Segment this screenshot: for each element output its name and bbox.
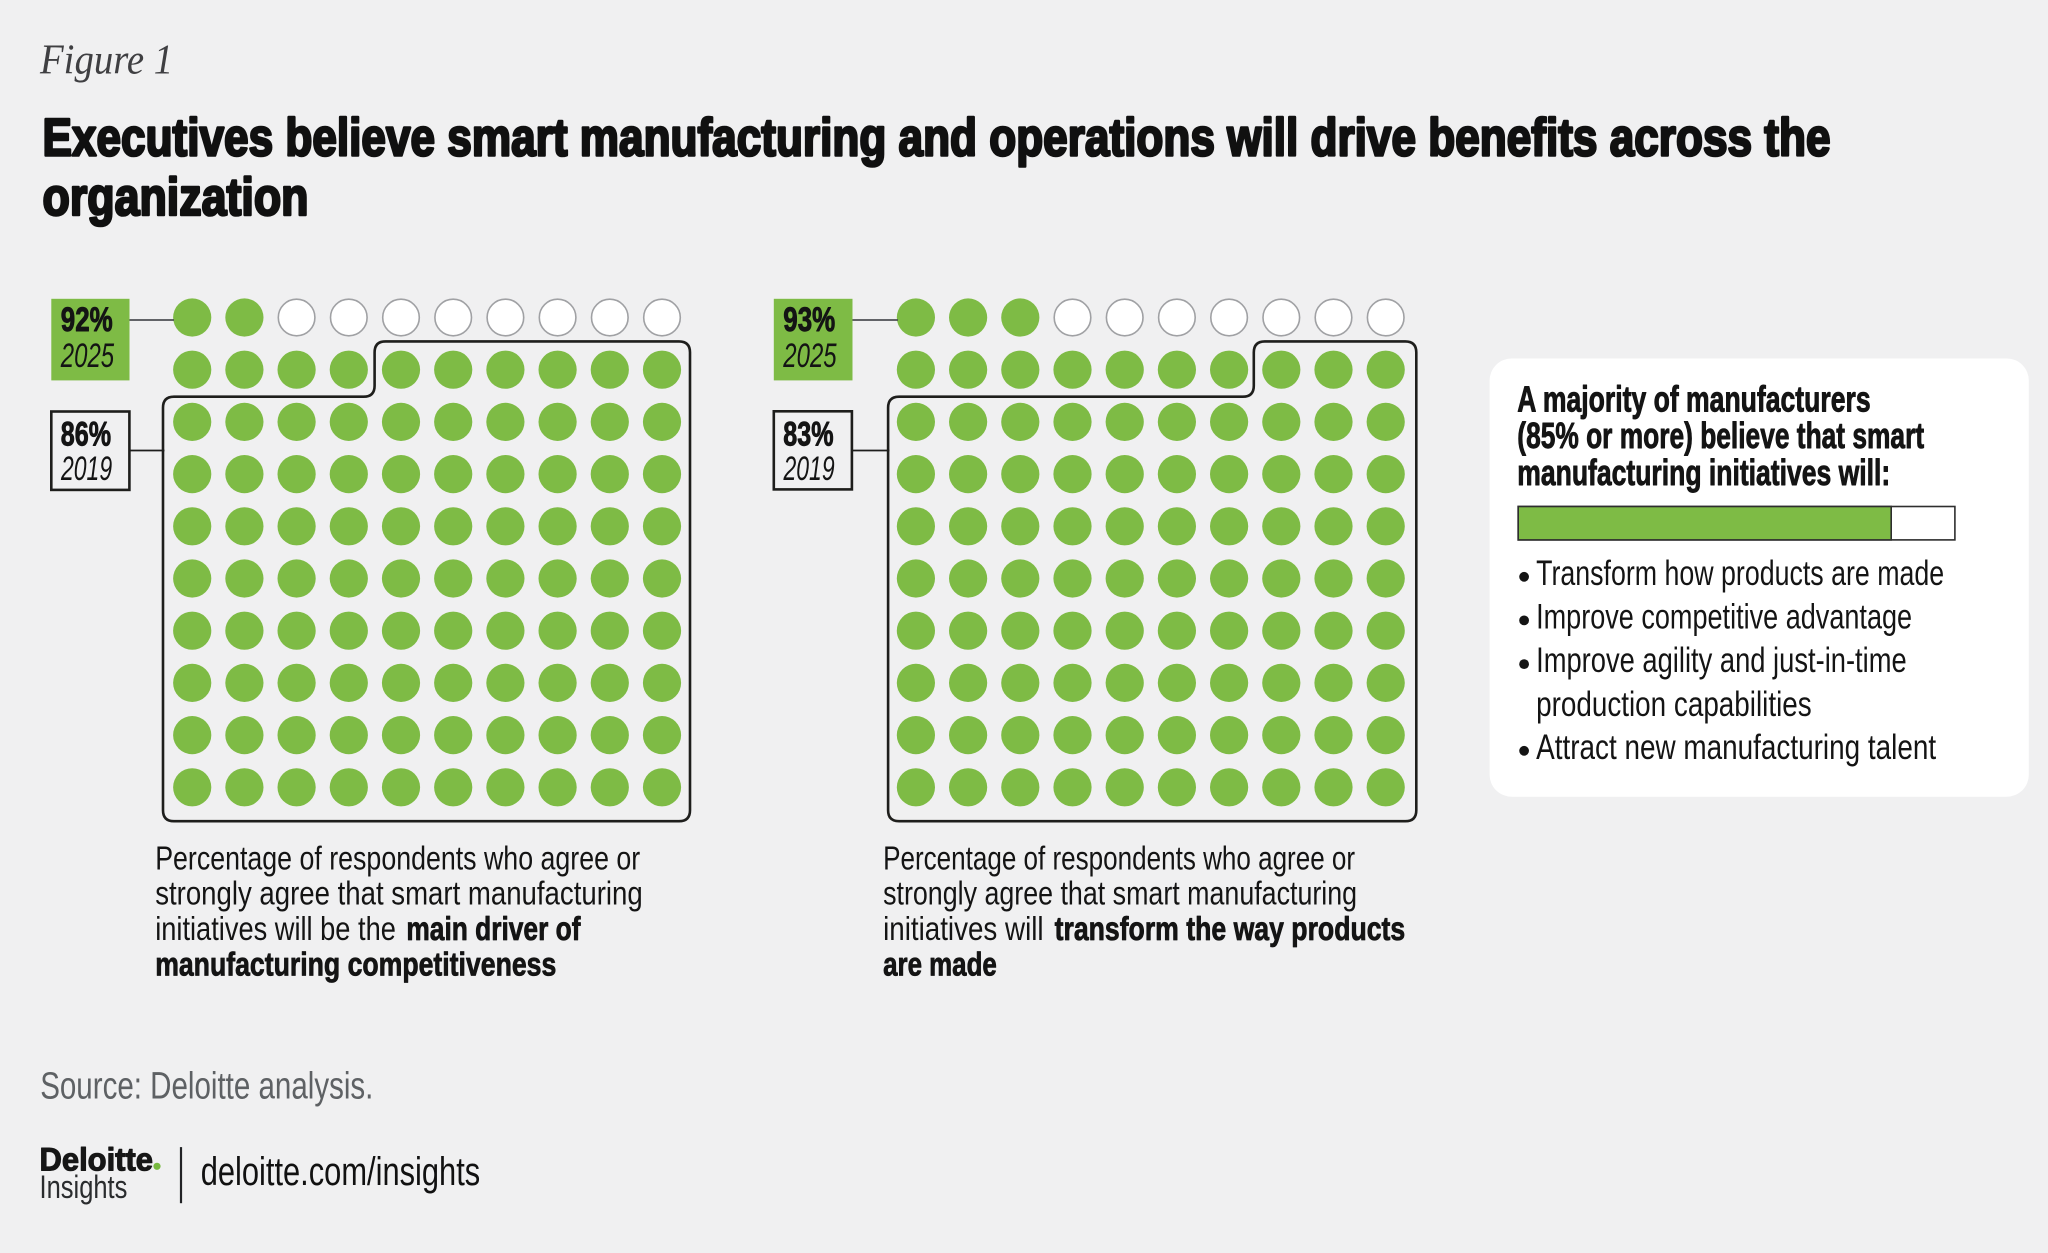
svg-text:Insights: Insights (40, 1169, 128, 1205)
svg-text:Improve agility and just-in-ti: Improve agility and just-in-time (1536, 641, 1907, 680)
svg-text:Percentage of respondents who: Percentage of respondents who agree or (883, 839, 1355, 876)
svg-text:Improve competitive advantage: Improve competitive advantage (1536, 598, 1912, 637)
svg-text:manufacturing initiatives will: manufacturing initiatives will: (1517, 452, 1890, 493)
svg-text:Source: Deloitte analysis.: Source: Deloitte analysis. (40, 1065, 373, 1107)
svg-text:strongly agree that smart manu: strongly agree that smart manufacturing (155, 875, 642, 912)
svg-text:93%: 93% (783, 301, 835, 339)
svg-text:initiatives will be the: initiatives will be the (155, 910, 396, 947)
svg-text:Attract new manufacturing tale: Attract new manufacturing talent (1536, 728, 1936, 767)
svg-text:92%: 92% (61, 301, 113, 339)
svg-text:deloitte.com/insights: deloitte.com/insights (201, 1150, 481, 1194)
svg-text:strongly agree that smart manu: strongly agree that smart manufacturing (883, 875, 1357, 912)
svg-text:Transform how products are mad: Transform how products are made (1536, 554, 1944, 593)
svg-text:Percentage of respondents who: Percentage of respondents who agree or (155, 839, 640, 876)
svg-text:Executives believe smart manuf: Executives believe smart manufacturing a… (43, 108, 1831, 167)
svg-text:organization: organization (43, 168, 309, 227)
svg-text:2019: 2019 (60, 450, 112, 488)
svg-text:Figure 1: Figure 1 (39, 37, 173, 84)
svg-text:2019: 2019 (783, 450, 835, 488)
svg-text:2025: 2025 (783, 337, 838, 375)
svg-text:86%: 86% (61, 416, 111, 454)
svg-text:initiatives will: initiatives will (883, 910, 1044, 947)
svg-text:(85% or more) believe that sma: (85% or more) believe that smart (1517, 415, 1924, 456)
svg-text:manufacturing competitiveness: manufacturing competitiveness (155, 945, 556, 982)
svg-text:83%: 83% (783, 416, 833, 454)
svg-text:2025: 2025 (60, 337, 115, 375)
svg-text:production capabilities: production capabilities (1536, 685, 1812, 724)
svg-text:main driver of: main driver of (406, 910, 581, 947)
svg-text:Deloitte: Deloitte (40, 1141, 154, 1177)
svg-text:are made: are made (883, 945, 997, 982)
svg-text:transform the way products: transform the way products (1055, 910, 1406, 947)
svg-text:A majority of manufacturers: A majority of manufacturers (1517, 379, 1870, 420)
